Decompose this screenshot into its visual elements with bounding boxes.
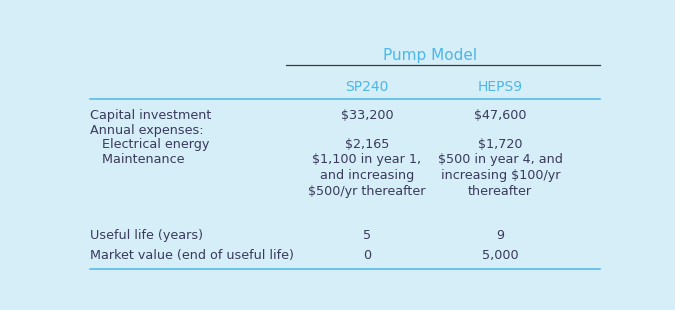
Text: Electrical energy: Electrical energy (90, 138, 209, 151)
Text: SP240: SP240 (345, 80, 389, 94)
Text: Pump Model: Pump Model (383, 48, 477, 63)
Text: Useful life (years): Useful life (years) (90, 229, 202, 242)
Text: 0: 0 (362, 249, 371, 262)
Text: $47,600: $47,600 (474, 109, 526, 122)
Text: Market value (end of useful life): Market value (end of useful life) (90, 249, 294, 262)
Text: $2,165: $2,165 (345, 138, 389, 151)
Text: Capital investment: Capital investment (90, 109, 211, 122)
Text: $1,720: $1,720 (478, 138, 522, 151)
Text: $500 in year 4, and
increasing $100/yr
thereafter: $500 in year 4, and increasing $100/yr t… (438, 153, 563, 198)
Text: $1,100 in year 1,
and increasing
$500/yr thereafter: $1,100 in year 1, and increasing $500/yr… (308, 153, 426, 198)
Text: $33,200: $33,200 (341, 109, 393, 122)
Text: Annual expenses:: Annual expenses: (90, 124, 203, 137)
Text: Maintenance: Maintenance (90, 153, 184, 166)
Text: HEPS9: HEPS9 (478, 80, 523, 94)
Text: 5: 5 (362, 229, 371, 242)
Text: 9: 9 (496, 229, 504, 242)
Text: 5,000: 5,000 (482, 249, 518, 262)
